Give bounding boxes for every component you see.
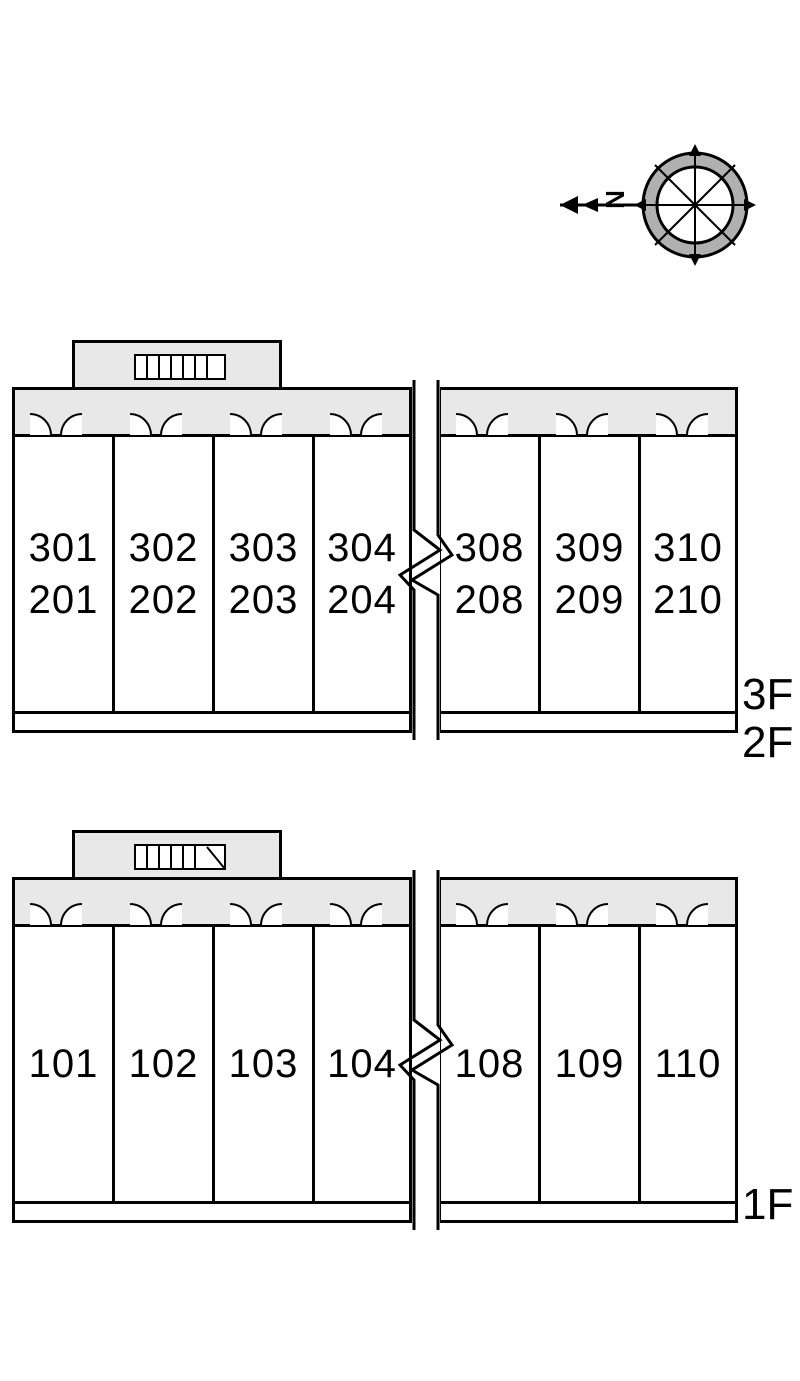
unit-label: 304 [327, 522, 397, 574]
unit-104: 104 [312, 924, 412, 1204]
compass: N [560, 140, 760, 270]
unit-label: 209 [555, 574, 625, 626]
floor-label-2f: 2F [742, 718, 793, 768]
unit-label: 301 [29, 522, 99, 574]
upper-balcony-right [438, 711, 738, 733]
unit-label: 104 [327, 1038, 397, 1090]
lower-balcony-right [438, 1201, 738, 1223]
unit-101: 101 [12, 924, 112, 1204]
unit-301-201: 301 201 [12, 434, 112, 714]
unit-label: 102 [129, 1038, 199, 1090]
floorplan-canvas: N 301 201 302 [0, 0, 800, 1381]
unit-label: 302 [129, 522, 199, 574]
unit-310-210: 310 210 [638, 434, 738, 714]
lower-block: 101 102 103 104 108 109 110 [0, 830, 800, 1250]
unit-label: 303 [229, 522, 299, 574]
lower-right-units: 108 109 110 [438, 924, 738, 1204]
unit-label: 110 [655, 1038, 722, 1090]
break-zigzag-icon [398, 870, 454, 1230]
unit-110: 110 [638, 924, 738, 1204]
unit-label: 201 [29, 574, 99, 626]
stair-icon [75, 833, 279, 880]
stair-icon [75, 343, 279, 390]
north-label: N [600, 190, 631, 209]
unit-109: 109 [538, 924, 638, 1204]
lower-stair [72, 830, 282, 880]
upper-balcony-left [12, 711, 412, 733]
unit-label: 204 [327, 574, 397, 626]
unit-label: 108 [455, 1038, 525, 1090]
upper-stair [72, 340, 282, 390]
upper-right-units: 308 208 309 209 310 210 [438, 434, 738, 714]
unit-102: 102 [112, 924, 212, 1204]
upper-block: 301 201 302 202 303 203 304 204 308 208 [0, 340, 800, 760]
unit-label: 210 [653, 574, 723, 626]
unit-label: 308 [455, 522, 525, 574]
floor-label-1f: 1F [742, 1180, 793, 1230]
break-zigzag-icon [398, 380, 454, 740]
unit-304-204: 304 204 [312, 434, 412, 714]
floor-label-3f: 3F [742, 670, 793, 720]
unit-309-209: 309 209 [538, 434, 638, 714]
unit-label: 310 [653, 522, 723, 574]
unit-label: 203 [229, 574, 299, 626]
lower-left-units: 101 102 103 104 [12, 924, 412, 1204]
unit-label: 202 [129, 574, 199, 626]
unit-label: 309 [555, 522, 625, 574]
unit-label: 208 [455, 574, 525, 626]
unit-label: 103 [229, 1038, 299, 1090]
compass-svg [560, 140, 760, 270]
unit-label: 101 [29, 1038, 99, 1090]
unit-303-203: 303 203 [212, 434, 312, 714]
unit-302-202: 302 202 [112, 434, 212, 714]
unit-label: 109 [555, 1038, 625, 1090]
lower-balcony-left [12, 1201, 412, 1223]
upper-left-units: 301 201 302 202 303 203 304 204 [12, 434, 412, 714]
unit-103: 103 [212, 924, 312, 1204]
